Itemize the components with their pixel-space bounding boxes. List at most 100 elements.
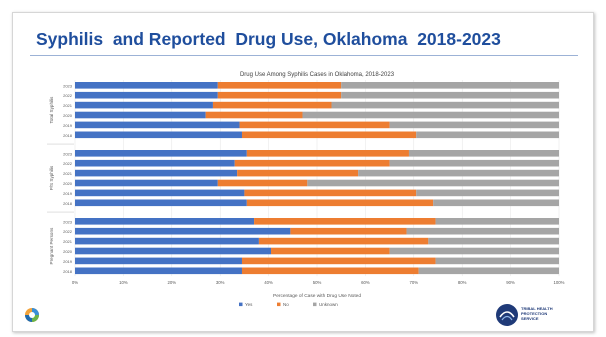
year-tick-label: 2019 — [63, 259, 73, 264]
year-tick-label: 2018 — [63, 201, 73, 206]
year-tick-label: 2023 — [63, 219, 73, 224]
bar-yes — [75, 218, 255, 225]
year-tick-label: 2020 — [63, 113, 73, 118]
year-tick-label: 2023 — [63, 151, 73, 156]
bar-yes — [75, 199, 247, 207]
bar-unknown — [389, 247, 559, 255]
bar-unknown — [416, 131, 559, 139]
x-tick-label: 30% — [216, 280, 225, 285]
bar-unknown — [433, 199, 559, 207]
year-tick-label: 2020 — [63, 181, 73, 186]
year-tick-label: 2018 — [63, 133, 73, 138]
legend-label: Yes — [245, 302, 253, 307]
bar-no — [290, 227, 407, 235]
x-tick-label: 70% — [409, 280, 418, 285]
x-tick-label: 90% — [506, 280, 515, 285]
legend-swatch — [277, 302, 281, 307]
legend-label: No — [283, 302, 289, 307]
bar-no — [241, 131, 417, 139]
x-tick-label: 50% — [313, 280, 322, 285]
x-tick-label: 20% — [167, 280, 176, 285]
year-tick-label: 2021 — [63, 103, 73, 108]
bar-yes — [75, 179, 218, 187]
legend-label: Unknown — [319, 302, 338, 307]
bar-unknown — [331, 101, 559, 109]
bar-no — [258, 237, 429, 245]
x-tick-label: 60% — [361, 280, 370, 285]
chart-title: Drug Use Among Syphilis Cases in Oklahom… — [240, 72, 395, 78]
bar-unknown — [389, 159, 559, 167]
stacked-bar-chart: Drug Use Among Syphilis Cases in Oklahom… — [47, 72, 565, 307]
slide-title: Syphilis and Reported Drug Use, Oklahoma… — [36, 29, 501, 49]
tribal-health-logo-icon — [496, 304, 518, 326]
bar-no — [241, 267, 419, 275]
tribal-health-logo-text: TRIBAL HEALTH PROTECTION SERVICE — [521, 306, 553, 321]
year-tick-label: 2021 — [63, 171, 73, 176]
bar-no — [244, 189, 417, 197]
bar-no — [246, 150, 409, 157]
year-tick-label: 2019 — [63, 191, 73, 196]
bar-unknown — [416, 189, 559, 197]
bar-unknown — [418, 267, 559, 275]
year-tick-label: 2019 — [63, 123, 73, 128]
bar-unknown — [408, 150, 559, 157]
x-tick-label: 80% — [458, 280, 467, 285]
bar-no — [246, 199, 434, 207]
bar-unknown — [307, 179, 559, 187]
year-tick-label: 2022 — [63, 229, 73, 234]
health-department-logo-icon — [25, 308, 39, 322]
bar-no — [241, 257, 436, 265]
bar-unknown — [428, 237, 559, 245]
group-label: Total Syphilis — [49, 96, 54, 124]
legend-swatch — [313, 302, 317, 307]
year-tick-label: 2021 — [63, 239, 73, 244]
year-tick-label: 2022 — [63, 93, 73, 98]
bar-yes — [75, 131, 242, 139]
bar-no — [237, 169, 359, 177]
bar-no — [217, 91, 342, 99]
year-tick-label: 2022 — [63, 161, 73, 166]
bar-yes — [75, 101, 213, 109]
x-tick-label: 0% — [72, 280, 78, 285]
bar-unknown — [435, 257, 559, 265]
year-tick-label: 2023 — [63, 83, 73, 88]
bar-no — [212, 101, 332, 109]
bar-no — [254, 218, 436, 225]
bar-yes — [75, 111, 206, 119]
x-axis-label: Percentage of Case with Drug Use Noted — [273, 293, 361, 299]
bar-yes — [75, 247, 272, 255]
slide: Syphilis and Reported Drug Use, Oklahoma… — [12, 12, 594, 332]
bar-unknown — [358, 169, 559, 177]
bar-yes — [75, 237, 259, 245]
bar-no — [217, 179, 308, 187]
bar-yes — [75, 82, 218, 89]
bar-yes — [75, 189, 245, 197]
bar-yes — [75, 267, 242, 275]
legend-swatch — [239, 302, 243, 307]
bar-yes — [75, 227, 291, 235]
bar-no — [234, 159, 390, 167]
year-tick-label: 2018 — [63, 269, 73, 274]
bar-yes — [75, 169, 238, 177]
bar-no — [205, 111, 303, 119]
bar-unknown — [389, 121, 559, 129]
title-divider — [30, 55, 578, 56]
bar-unknown — [302, 111, 559, 119]
bar-yes — [75, 159, 235, 167]
group-label: P/S Syphilis — [49, 165, 54, 190]
bar-unknown — [341, 82, 559, 89]
group-label: Pregnant Persons — [49, 227, 54, 264]
bar-yes — [75, 91, 218, 99]
bar-no — [271, 247, 390, 255]
bar-no — [239, 121, 390, 129]
bar-yes — [75, 257, 242, 265]
x-tick-label: 10% — [119, 280, 128, 285]
bar-unknown — [435, 218, 559, 225]
x-tick-label: 100% — [554, 280, 565, 285]
bar-yes — [75, 150, 247, 157]
x-tick-label: 40% — [264, 280, 273, 285]
bar-unknown — [406, 227, 559, 235]
bar-no — [217, 82, 342, 89]
bar-yes — [75, 121, 240, 129]
bar-unknown — [341, 91, 559, 99]
